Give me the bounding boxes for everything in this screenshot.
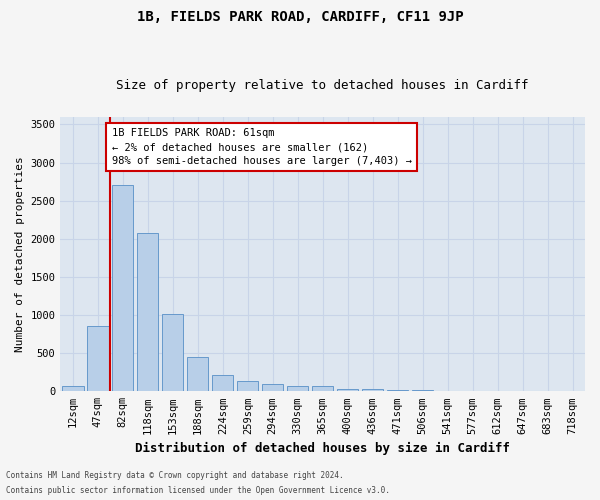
Text: Contains public sector information licensed under the Open Government Licence v3: Contains public sector information licen…: [6, 486, 390, 495]
X-axis label: Distribution of detached houses by size in Cardiff: Distribution of detached houses by size …: [135, 442, 510, 455]
Bar: [362, 389, 383, 391]
Bar: [112, 186, 133, 391]
Bar: [237, 380, 259, 391]
Y-axis label: Number of detached properties: Number of detached properties: [15, 156, 25, 352]
Text: Contains HM Land Registry data © Crown copyright and database right 2024.: Contains HM Land Registry data © Crown c…: [6, 471, 344, 480]
Title: Size of property relative to detached houses in Cardiff: Size of property relative to detached ho…: [116, 79, 529, 92]
Bar: [162, 314, 184, 391]
Text: 1B, FIELDS PARK ROAD, CARDIFF, CF11 9JP: 1B, FIELDS PARK ROAD, CARDIFF, CF11 9JP: [137, 10, 463, 24]
Bar: [387, 390, 408, 391]
Bar: [312, 386, 334, 391]
Bar: [137, 233, 158, 391]
Bar: [262, 384, 283, 391]
Bar: [337, 388, 358, 391]
Bar: [212, 375, 233, 391]
Bar: [287, 386, 308, 391]
Bar: [412, 390, 433, 391]
Bar: [62, 386, 83, 391]
Bar: [187, 357, 208, 391]
Text: 1B FIELDS PARK ROAD: 61sqm
← 2% of detached houses are smaller (162)
98% of semi: 1B FIELDS PARK ROAD: 61sqm ← 2% of detac…: [112, 128, 412, 166]
Bar: [87, 326, 109, 391]
